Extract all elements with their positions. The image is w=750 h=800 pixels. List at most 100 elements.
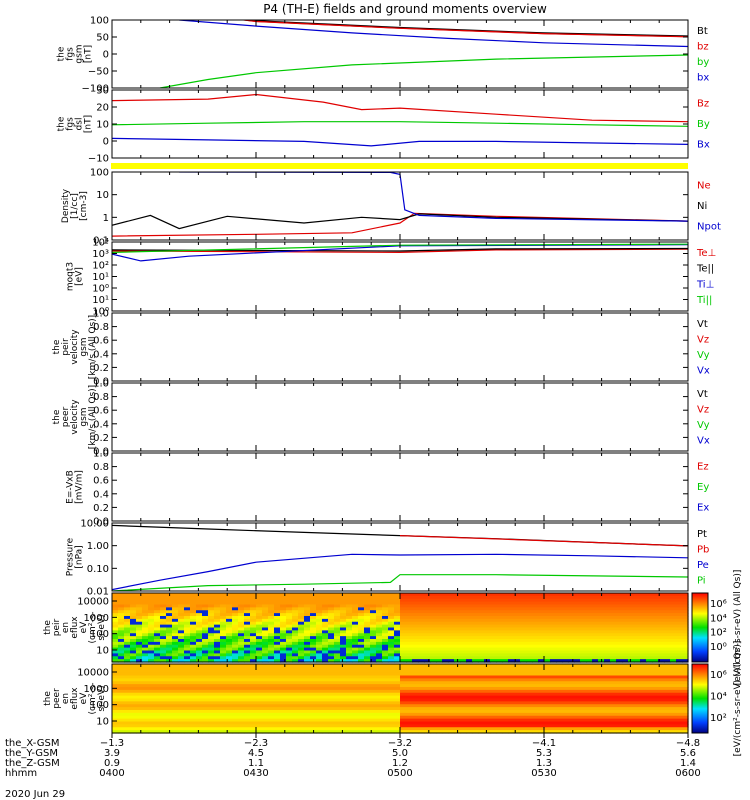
- x-tick-label: 1.1: [248, 758, 264, 769]
- y-tick-label: 0.4: [93, 489, 109, 500]
- x-tick-label: 1.4: [680, 758, 696, 769]
- series-line-fgs_gsm-2: [159, 54, 688, 88]
- x-tick-label: 0400: [99, 768, 124, 779]
- legend-label: Vx: [697, 365, 710, 376]
- series-line-pressure-3: [112, 574, 688, 591]
- colorbar-label: [eV/(cm²-s-sr-eV) (All Qs)]: [733, 570, 743, 686]
- y-tick-label: 100: [90, 16, 109, 27]
- x-tick-label: 4.5: [248, 748, 264, 759]
- panel-peir_spec: 10000 1000 100 10 10⁶ 10⁴ 10² 10⁰ [eV/(cm²-s-sr-…: [43, 570, 743, 686]
- x-tick-label: 0500: [387, 768, 412, 779]
- y-tick-label: 10³: [92, 249, 109, 260]
- x-row-label: the_X-GSM: [5, 738, 59, 749]
- y-axis-label: en: [61, 693, 71, 704]
- y-tick-label: 1: [103, 213, 109, 224]
- colorbar-label: [eV/(cm²-s-sr-eV) (All Qs)]: [733, 641, 743, 757]
- y-tick-label: 0.0: [93, 377, 109, 388]
- panel-peer_velocity: 1.0 0.8 0.6 0.4 0.2 0.0 Vt Vz Vy Vx the peer velocit…: [52, 379, 710, 458]
- y-axis-label: peir: [52, 618, 62, 636]
- x-tick-label: 1.2: [392, 758, 408, 769]
- y-tick-label: 20: [96, 103, 109, 114]
- x-tick-label: 5.3: [536, 748, 552, 759]
- y-axis-label: gsm: [79, 337, 89, 356]
- y-tick-label: 30: [96, 86, 109, 97]
- colorbar-tick-label: 10⁴: [710, 692, 727, 703]
- colorbar-tick-label: 10²: [710, 628, 727, 639]
- panel-fgs_gsm: 100 50 0 −50 −100 Bt bz by bx the fgs gsm [nT]: [57, 16, 710, 95]
- y-axis-label: eflux: [70, 687, 80, 710]
- y-tick-label: 0: [103, 137, 109, 148]
- y-axis-label: sr-eV): [97, 685, 107, 711]
- series-line-density-1: [112, 213, 688, 230]
- y-tick-label: 100: [90, 700, 109, 711]
- series-line-pressure-1: [399, 535, 688, 547]
- legend-label: Vx: [697, 435, 710, 446]
- colorbar-tick-label: 10⁶: [710, 670, 727, 681]
- legend-label: Ez: [697, 461, 709, 472]
- y-tick-label: 1000: [84, 684, 109, 695]
- legend-label: Ne: [697, 180, 711, 191]
- series-line-fgs_dsl-1: [112, 121, 688, 127]
- legend-label: Ti⊥: [696, 279, 714, 290]
- y-tick-label: 0.01: [87, 587, 109, 598]
- series-line-fgs_gsm-0: [245, 20, 688, 37]
- series-line-fgs_gsm-1: [240, 20, 688, 38]
- legend-label: Pt: [697, 529, 707, 540]
- colorbar-tick-label: 10⁶: [710, 599, 727, 610]
- series-line-moqt3-0: [112, 248, 688, 254]
- y-tick-label: 0.6: [93, 406, 109, 417]
- x-tick-label: −3.2: [388, 738, 412, 749]
- y-tick-label: 0.1: [93, 236, 109, 247]
- y-tick-label: 10: [96, 120, 109, 131]
- x-tick-label: 0530: [531, 768, 556, 779]
- y-axis-label: peer: [52, 688, 62, 709]
- y-axis-label: velocity: [70, 399, 80, 435]
- y-axis-label: moqt3: [66, 262, 76, 291]
- panel-moqt3: 10⁴10³10²10¹10⁰10¹10⁰Te⊥Te||Ti⊥Ti||moqt3…: [66, 238, 717, 318]
- y-axis-label: gsm: [79, 407, 89, 426]
- y-tick-label: 0: [103, 50, 109, 61]
- legend-label: Bz: [697, 98, 709, 109]
- y-tick-label: 0.4: [93, 419, 109, 430]
- y-axis-label: eV: [79, 692, 89, 705]
- y-axis-label: [nT]: [84, 45, 94, 63]
- y-axis-label: (cm²-s-: [88, 611, 98, 643]
- legend-label: Pi: [697, 575, 706, 586]
- legend-label: Ex: [697, 503, 709, 514]
- y-tick-label: 1.00: [87, 541, 109, 552]
- x-tick-label: 0.9: [104, 758, 120, 769]
- y-tick-label: 1.0: [93, 449, 109, 460]
- y-axis-label: the: [52, 409, 62, 424]
- legend-label: Bx: [697, 140, 710, 151]
- x-row-label: the_Y-GSM: [5, 748, 58, 759]
- y-tick-label: 10⁰: [92, 307, 109, 318]
- y-axis-label: (cm²-s-: [88, 682, 98, 714]
- y-axis-label: Pressure: [66, 537, 76, 576]
- colorbar-tick-label: 10²: [710, 713, 727, 724]
- colorbar-tick-label: 10⁴: [710, 613, 727, 624]
- spectrogram-peir_spec: [112, 593, 689, 663]
- legend-label: Vt: [697, 319, 708, 330]
- x-row-label: the_Z-GSM: [5, 758, 60, 769]
- y-tick-label: 0.0: [93, 517, 109, 528]
- series-line-fgs_dsl-0: [112, 93, 688, 123]
- y-axis-label: sr-eV): [97, 614, 107, 640]
- x-tick-label: 3.9: [104, 748, 120, 759]
- y-tick-label: 1000: [84, 613, 109, 624]
- y-axis-label: [1/cc]: [70, 193, 80, 219]
- y-tick-label: 10⁴: [92, 238, 109, 249]
- y-tick-label: 0.2: [93, 363, 109, 374]
- legend-label: Te||: [696, 264, 714, 275]
- legend-label: By: [697, 119, 710, 130]
- panel-peer_spec: 10000 1000 100 10 10⁶ 10⁴ 10² [eV/(cm²-s-sr-eV)…: [43, 641, 743, 757]
- legend-label: Vy: [697, 350, 710, 361]
- y-axis-label: peir: [61, 338, 71, 356]
- y-tick-label: 100: [90, 629, 109, 640]
- colorbar-tick-label: 10⁰: [710, 642, 727, 653]
- x-tick-label: −1.3: [100, 738, 124, 749]
- colorbar-peir_spec: [691, 592, 709, 663]
- legend-label: Te⊥: [696, 248, 716, 259]
- y-tick-label: 1.0: [93, 309, 109, 320]
- series-line-density-0: [112, 212, 688, 237]
- y-tick-label: 100: [90, 168, 109, 179]
